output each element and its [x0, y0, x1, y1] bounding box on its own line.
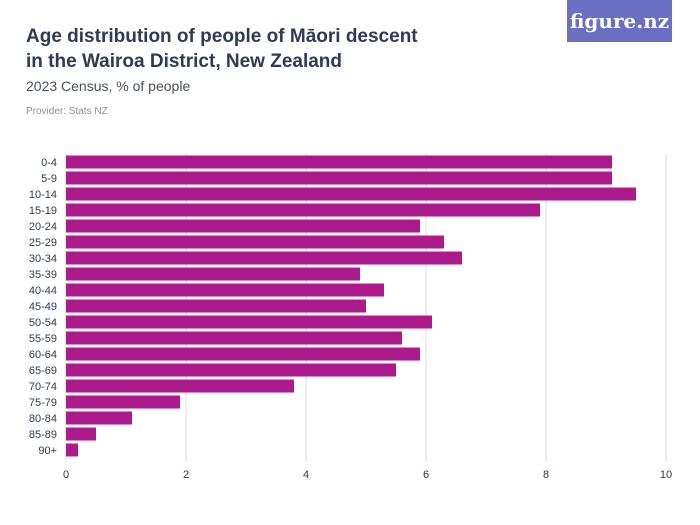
category-label: 25-29 — [29, 237, 57, 249]
category-label: 65-69 — [29, 365, 57, 377]
category-label: 15-19 — [29, 205, 57, 217]
category-label: 40-44 — [29, 285, 57, 297]
bar[interactable] — [66, 347, 420, 361]
chart-subtitle: 2023 Census, % of people — [26, 78, 191, 94]
category-label: 60-64 — [29, 349, 57, 361]
bar[interactable] — [66, 427, 96, 441]
x-tick-label: 8 — [543, 469, 549, 481]
x-tick-label: 10 — [660, 469, 672, 481]
bars — [66, 155, 636, 457]
x-tick-label: 4 — [303, 469, 309, 481]
bar[interactable] — [66, 331, 402, 345]
category-label: 0-4 — [41, 157, 57, 169]
bar[interactable] — [66, 283, 384, 297]
bar[interactable] — [66, 379, 294, 393]
data-provider: Provider: Stats NZ — [26, 106, 108, 117]
bar[interactable] — [66, 203, 540, 217]
x-tick-label: 2 — [183, 469, 189, 481]
category-label: 85-89 — [29, 429, 57, 441]
bar[interactable] — [66, 267, 360, 281]
category-label: 30-34 — [29, 253, 57, 265]
figure-nz-logo[interactable]: figure.nz — [567, 0, 672, 42]
chart-title: Age distribution of people of Māori desc… — [26, 26, 418, 72]
bar[interactable] — [66, 443, 78, 457]
category-label: 5-9 — [41, 173, 57, 185]
category-label: 75-79 — [29, 397, 57, 409]
category-label: 20-24 — [29, 221, 57, 233]
bar[interactable] — [66, 171, 612, 185]
bar[interactable] — [66, 235, 444, 249]
category-labels: 0-4 5-9 10-14 15-19 20-24 25-29 30-34 35-39 40-4… — [29, 157, 57, 457]
category-label: 50-54 — [29, 317, 57, 329]
category-label: 80-84 — [29, 413, 57, 425]
category-label: 35-39 — [29, 269, 57, 281]
bar[interactable] — [66, 299, 366, 313]
x-tick-label: 0 — [63, 469, 69, 481]
category-label: 90+ — [38, 445, 57, 457]
category-label: 45-49 — [29, 301, 57, 313]
bar[interactable] — [66, 155, 612, 169]
x-tick-label: 6 — [423, 469, 429, 481]
bar[interactable] — [66, 187, 636, 201]
category-label: 55-59 — [29, 333, 57, 345]
bar[interactable] — [66, 251, 462, 265]
category-label: 10-14 — [29, 189, 57, 201]
bar[interactable] — [66, 363, 396, 377]
x-axis-ticks: 0 2 4 6 8 10 — [63, 469, 672, 481]
bar[interactable] — [66, 219, 420, 233]
bar[interactable] — [66, 411, 132, 425]
bar[interactable] — [66, 315, 432, 329]
bar[interactable] — [66, 395, 180, 409]
category-label: 70-74 — [29, 381, 57, 393]
